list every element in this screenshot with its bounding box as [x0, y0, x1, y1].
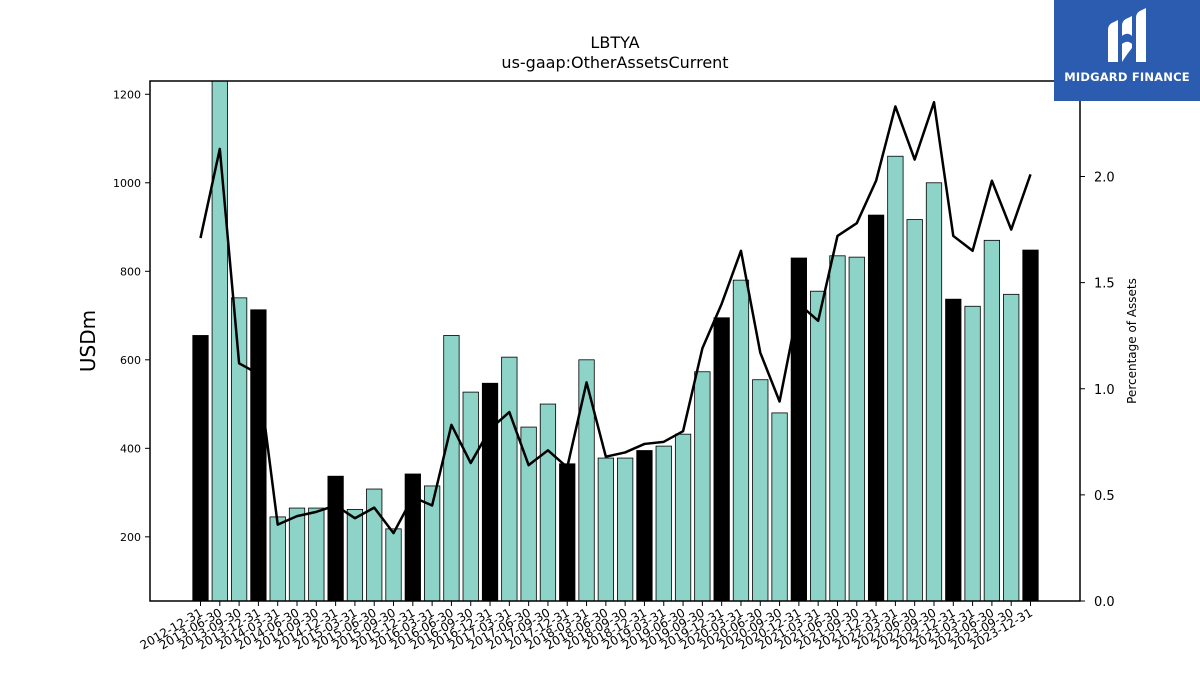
bar-2018-09-30 [617, 457, 634, 602]
bar-2019-03-31 [655, 445, 672, 602]
bar-2023-06-30 [983, 239, 1001, 602]
bar-2013-09-30 [230, 297, 248, 602]
bar-2022-06-30 [906, 219, 923, 602]
bar-2015-12-31 [404, 473, 421, 602]
bar-2014-03-31 [269, 516, 286, 602]
bar-2015-03-31 [346, 508, 364, 602]
y2-tick-label: 0.5 [1094, 489, 1115, 504]
bar-2023-03-31 [964, 305, 981, 602]
bar-2018-03-31 [578, 359, 595, 602]
y2-axis-label: Percentage of Assets [1125, 278, 1139, 404]
x-axis: 2012-12-312013-06-302013-09-302013-12-31… [138, 601, 1035, 652]
bar-2015-06-30 [366, 488, 383, 602]
chart-subtitle: us-gaap:OtherAssetsCurrent [501, 53, 728, 72]
bar-2021-06-30 [829, 255, 846, 602]
bar-2021-09-30 [848, 256, 865, 602]
bar-2017-03-31 [501, 356, 518, 602]
y-tick-label: 400 [120, 442, 141, 455]
y2-tick-label: 2.0 [1094, 171, 1115, 186]
bar-2020-03-31 [732, 279, 750, 602]
y-axis-label: USDm [76, 310, 100, 372]
bar-2021-03-31 [810, 290, 827, 602]
bar-2018-12-31 [636, 450, 653, 602]
bar-2019-12-31 [713, 317, 730, 602]
bar-2023-09-30 [1003, 293, 1020, 602]
bars [192, 80, 1039, 602]
chart-title: LBTYA [590, 33, 639, 52]
y2-tick-label: 1.0 [1094, 383, 1115, 398]
brand-name: MIDGARD FINANCE [1064, 70, 1190, 84]
bar-2013-12-31 [250, 309, 267, 602]
bar-2014-12-31 [327, 475, 344, 602]
bar-2015-09-30 [385, 528, 402, 602]
bar-2019-06-30 [674, 433, 692, 602]
percentage-line [199, 100, 1032, 535]
y-tick-label: 800 [120, 265, 141, 278]
y2-tick-label: 0.0 [1094, 595, 1115, 610]
bar-2018-06-30 [597, 457, 614, 602]
bar-2023-12-31 [1022, 249, 1039, 602]
bar-2021-12-31 [867, 214, 885, 602]
bar-2012-12-31 [192, 335, 209, 602]
bar-2014-06-30 [288, 507, 306, 602]
line-layer [199, 100, 1032, 535]
bar-2016-06-30 [443, 335, 460, 602]
y-tick-label: 200 [120, 531, 141, 544]
bar-2017-12-31 [559, 463, 576, 602]
bar-2022-03-31 [887, 155, 904, 602]
brand-logo: MIDGARD FINANCE [1054, 0, 1200, 101]
bar-2022-09-30 [925, 182, 943, 602]
y2-tick-label: 1.5 [1094, 277, 1115, 292]
bar-2017-09-30 [539, 403, 557, 602]
plot-frame [149, 80, 1081, 602]
midgard-m-logo-icon [1108, 8, 1146, 62]
bar-2014-09-30 [308, 507, 325, 602]
y-tick-label: 1200 [113, 88, 141, 101]
bar-2020-06-30 [752, 379, 769, 602]
bar-2020-09-30 [771, 412, 788, 602]
bar-2019-09-30 [694, 371, 711, 602]
y-axis-left: 200 400 600 800 1000 1200 [113, 88, 150, 544]
bar-2016-12-31 [481, 382, 499, 602]
y-axis-right: 0.0 0.5 1.0 1.5 2.0 [1080, 171, 1115, 610]
y-tick-label: 1000 [113, 177, 141, 190]
bar-2022-12-31 [945, 298, 962, 602]
bar-2016-09-30 [462, 391, 479, 602]
y-tick-label: 600 [120, 354, 141, 367]
